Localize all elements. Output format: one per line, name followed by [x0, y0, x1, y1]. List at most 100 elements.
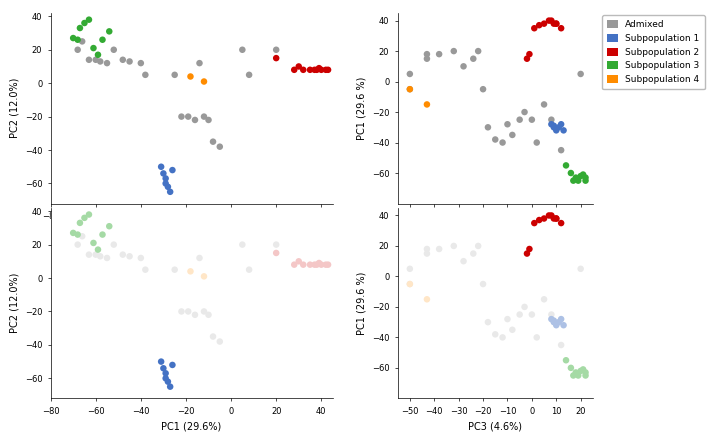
Point: [169, 266, 181, 273]
Point: [311, 261, 322, 268]
Point: [72, 46, 83, 53]
Point: [244, 266, 255, 273]
Point: [164, 188, 176, 195]
Y-axis label: PC1 (29.6 %): PC1 (29.6 %): [356, 271, 366, 335]
Point: [497, 334, 508, 341]
Point: [160, 180, 171, 187]
Point: [546, 311, 557, 318]
Point: [67, 35, 79, 42]
Point: [74, 220, 86, 226]
Point: [568, 177, 579, 184]
Point: [548, 317, 560, 324]
Point: [194, 255, 205, 262]
Point: [244, 71, 255, 78]
Point: [198, 308, 210, 315]
Point: [548, 124, 560, 131]
Point: [550, 20, 562, 27]
Point: [560, 357, 572, 364]
Point: [214, 338, 226, 345]
Point: [158, 365, 169, 372]
Point: [309, 66, 320, 73]
Point: [482, 319, 494, 326]
Point: [550, 215, 562, 222]
Point: [155, 358, 167, 365]
Point: [117, 56, 129, 63]
Point: [288, 66, 300, 73]
Point: [97, 36, 108, 43]
Point: [293, 63, 304, 70]
Point: [320, 261, 332, 268]
Point: [198, 273, 210, 280]
Point: [538, 20, 550, 27]
Point: [164, 383, 176, 390]
Point: [534, 216, 545, 223]
Point: [433, 246, 445, 252]
Point: [184, 73, 196, 80]
Point: [236, 46, 248, 53]
Point: [270, 241, 282, 248]
Point: [194, 60, 205, 67]
Point: [553, 319, 565, 326]
Point: [95, 58, 106, 65]
Point: [514, 311, 526, 318]
Point: [548, 122, 560, 129]
Point: [155, 163, 167, 170]
Point: [458, 258, 469, 265]
Point: [580, 177, 591, 184]
Point: [83, 211, 95, 218]
Point: [176, 308, 187, 315]
Point: [67, 229, 79, 236]
Point: [90, 251, 101, 258]
Point: [166, 362, 178, 368]
Point: [72, 231, 83, 238]
Point: [502, 121, 513, 128]
Point: [568, 372, 579, 379]
Point: [519, 109, 531, 116]
Point: [555, 342, 567, 349]
Point: [489, 136, 501, 143]
Point: [270, 249, 282, 256]
Point: [77, 38, 88, 45]
Point: [529, 220, 540, 226]
Point: [297, 261, 309, 268]
Point: [543, 17, 555, 24]
Point: [546, 121, 557, 128]
Point: [421, 55, 432, 62]
Point: [108, 46, 119, 53]
Point: [578, 171, 589, 178]
Point: [548, 319, 560, 326]
Point: [404, 281, 416, 288]
Point: [103, 223, 115, 229]
Point: [560, 162, 572, 169]
Point: [507, 326, 518, 333]
Point: [570, 369, 581, 376]
Point: [555, 25, 567, 32]
Point: [468, 55, 479, 62]
Point: [546, 212, 557, 219]
X-axis label: PC3 (4.6%): PC3 (4.6%): [469, 226, 522, 236]
Point: [93, 246, 104, 253]
Point: [404, 86, 416, 93]
Point: [538, 215, 550, 222]
Point: [404, 71, 416, 78]
Point: [189, 116, 201, 123]
Point: [421, 296, 432, 303]
Legend: Admixed, Subpopulation 1, Subpopulation 2, Subpopulation 3, Subpopulation 4: Admixed, Subpopulation 1, Subpopulation …: [602, 15, 705, 89]
Point: [507, 132, 518, 139]
Point: [555, 316, 567, 323]
Point: [519, 304, 531, 310]
Point: [103, 28, 115, 35]
Point: [558, 127, 570, 134]
Point: [189, 311, 201, 318]
Point: [162, 378, 174, 385]
Point: [421, 250, 432, 257]
Point: [270, 55, 282, 61]
Point: [570, 174, 581, 181]
Point: [140, 266, 151, 273]
Point: [526, 116, 538, 123]
Point: [565, 365, 577, 372]
Point: [158, 170, 169, 177]
Point: [83, 16, 95, 23]
Point: [83, 56, 95, 63]
Point: [135, 255, 147, 262]
